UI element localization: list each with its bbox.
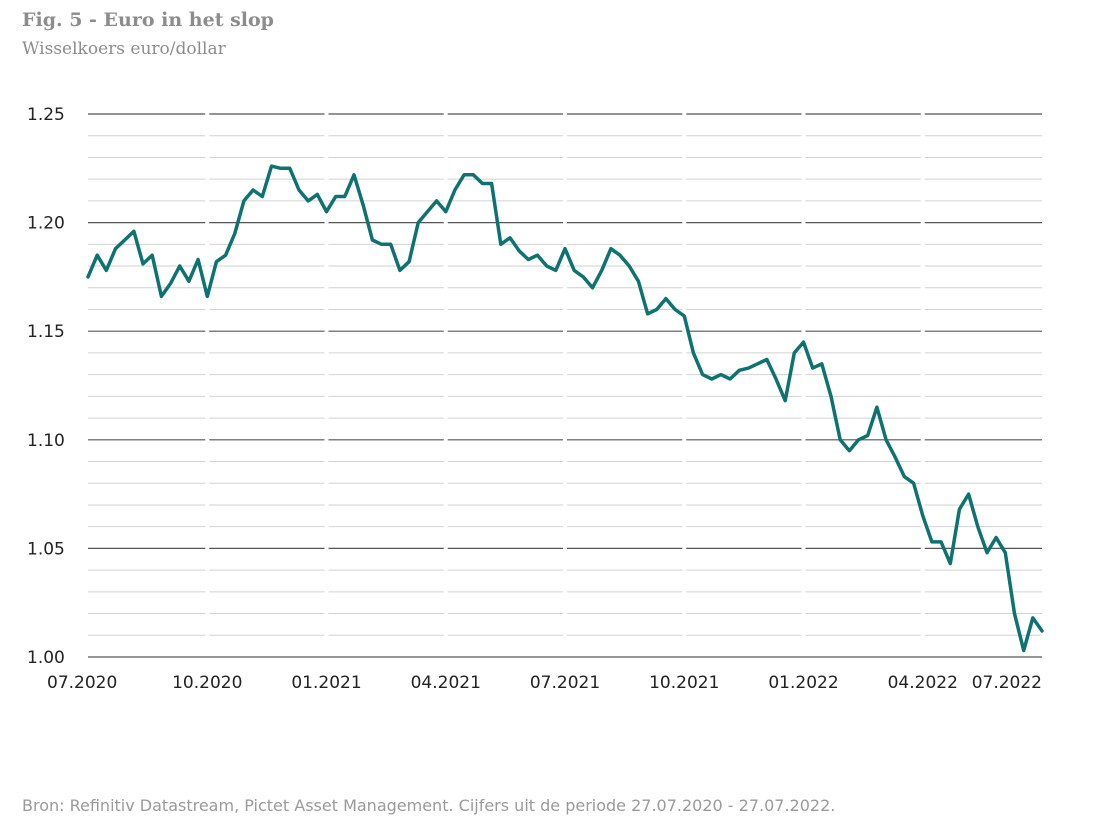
y-tick-label: 1.00 [27,648,65,668]
x-tick-label: 10.2020 [172,673,242,693]
y-tick-label: 1.15 [27,322,65,342]
y-tick-label: 1.25 [27,105,65,125]
chart-title: Fig. 5 - Euro in het slop [22,9,274,31]
x-axis-ticks: 07.2020 10.2020 01.2021 04.2021 07.2021 10.20… [47,673,1042,693]
y-tick-label: 1.10 [27,431,65,451]
grid [88,112,1042,658]
y-tick-label: 1.20 [27,214,65,234]
y-tick-label: 1.05 [27,539,65,559]
x-tick-label: 01.2022 [768,673,838,693]
x-tick-label: 04.2021 [411,673,481,693]
x-tick-label: 01.2021 [291,673,361,693]
eur-usd-series-line [86,164,1044,653]
x-tick-label: 10.2021 [649,673,719,693]
x-tick-label: 07.2022 [972,673,1042,693]
y-axis-ticks: 1.25 1.20 1.15 1.10 1.05 1.00 [27,105,65,668]
source-note: Bron: Refinitiv Datastream, Pictet Asset… [22,796,836,815]
x-tick-label: 07.2020 [47,673,117,693]
x-tick-label: 07.2021 [530,673,600,693]
chart-subtitle: Wisselkoers euro/dollar [22,39,226,59]
x-tick-label: 04.2022 [888,673,958,693]
